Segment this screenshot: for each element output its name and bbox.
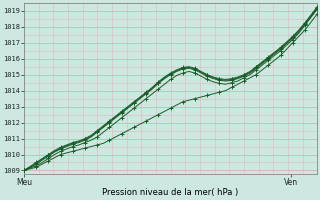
X-axis label: Pression niveau de la mer( hPa ): Pression niveau de la mer( hPa ) (102, 188, 239, 197)
